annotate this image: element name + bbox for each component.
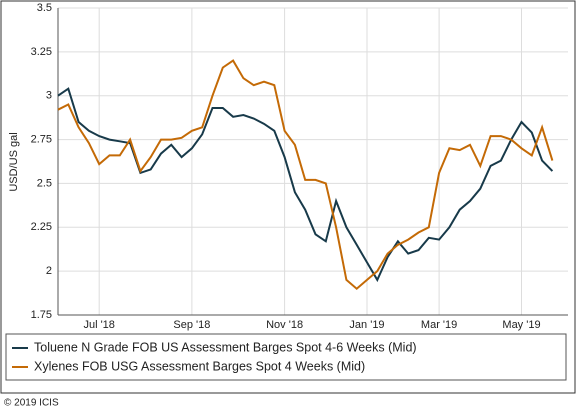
legend-box (5, 333, 567, 381)
x-tick-label: Mar '19 (421, 319, 457, 331)
legend-label: Toluene N Grade FOB US Assessment Barges… (34, 340, 417, 354)
y-tick-label: 2 (46, 265, 52, 277)
series-line (57, 59, 554, 291)
y-tick-label: 1.75 (31, 309, 52, 321)
y-axis-label: USD/US gal (8, 132, 20, 191)
y-tick-label: 2.75 (31, 133, 52, 145)
series-line (57, 87, 554, 283)
x-tick-label: Sep '18 (173, 319, 210, 331)
y-tick-label: 2.25 (31, 221, 52, 233)
copyright: © 2019 ICIS (4, 398, 59, 409)
x-tick-label: May '19 (502, 319, 540, 331)
x-tick-label: Nov '18 (266, 319, 303, 331)
y-tick-label: 3 (46, 90, 52, 102)
legend-label: Xylenes FOB USG Assessment Barges Spot 4… (34, 359, 365, 373)
y-tick-label: 2.5 (37, 177, 52, 189)
x-tick-label: Jul '18 (83, 319, 114, 331)
y-tick-label: 3.5 (37, 2, 52, 14)
x-tick-label: Jan '19 (349, 319, 384, 331)
y-tick-label: 3.25 (31, 46, 52, 58)
frame (0, 0, 576, 394)
